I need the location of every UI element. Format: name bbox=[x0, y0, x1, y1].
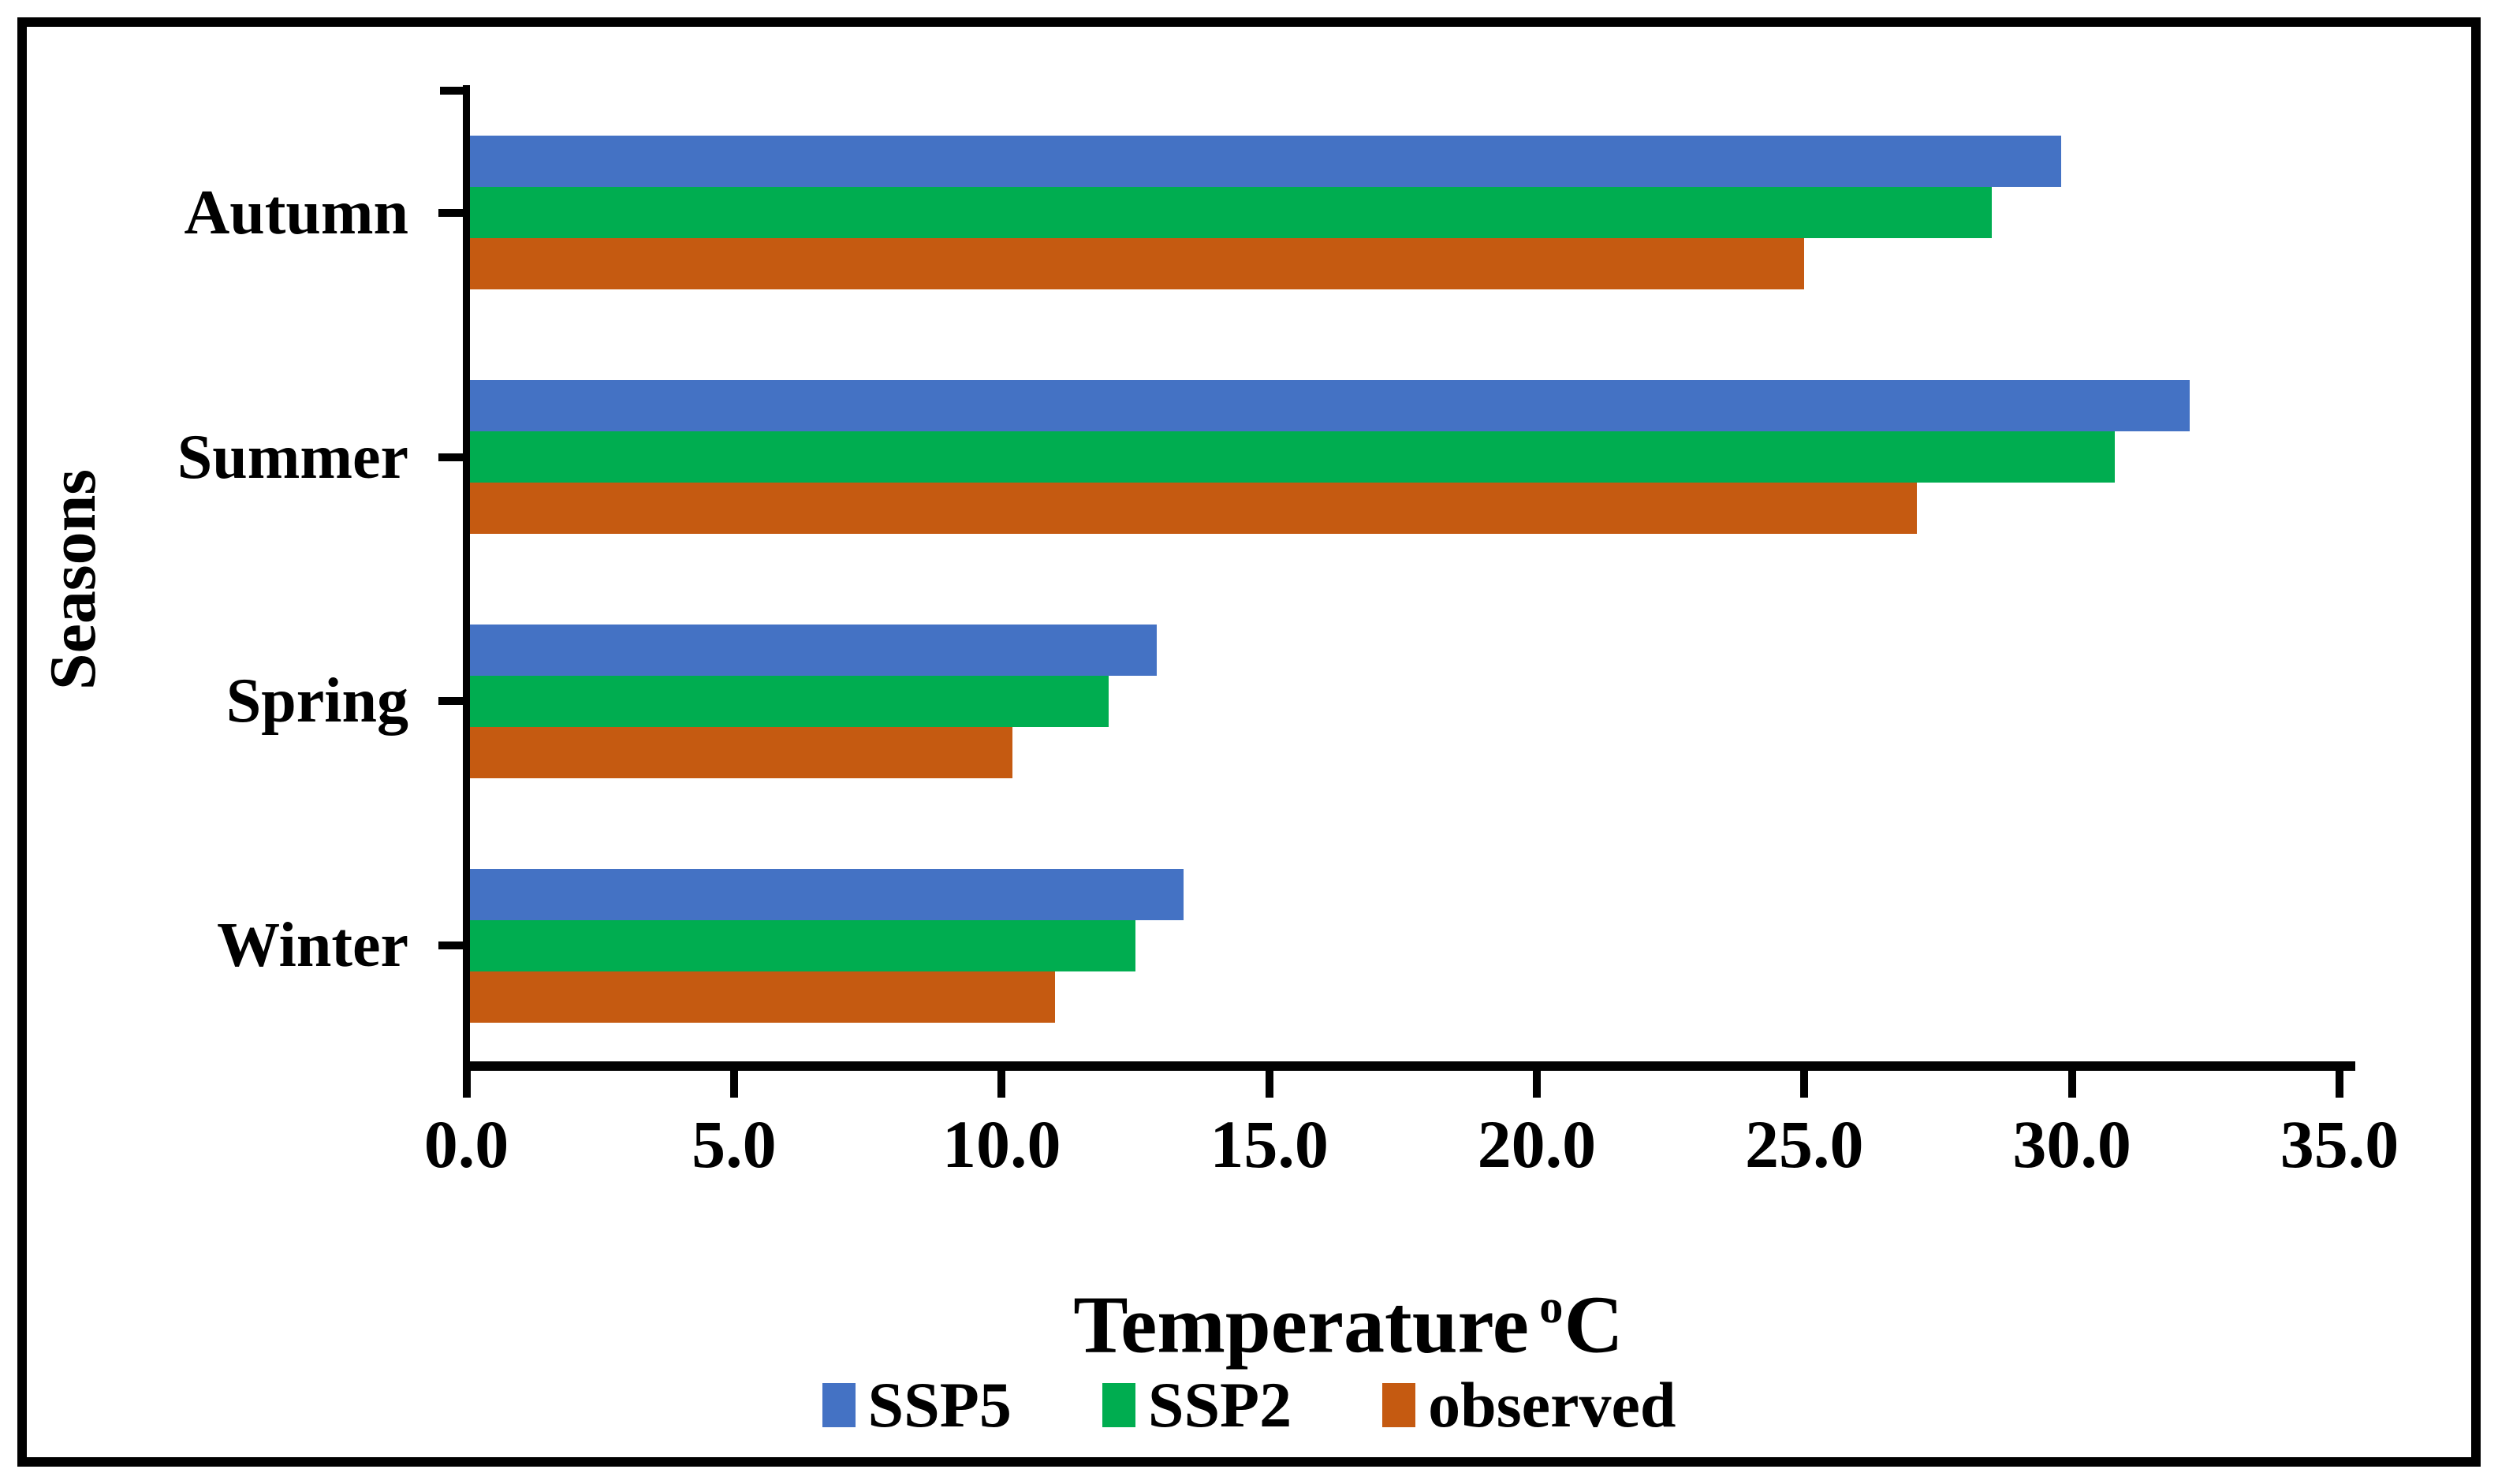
legend-swatch-ssp2 bbox=[1102, 1383, 1135, 1427]
x-tick-30.0 bbox=[2067, 1066, 2076, 1098]
legend-swatch-ssp5 bbox=[822, 1383, 856, 1427]
legend-item-ssp5: SSP5 bbox=[822, 1373, 1012, 1437]
x-tick-label-15.0: 15.0 bbox=[1210, 1106, 1329, 1182]
x-tick-5.0 bbox=[729, 1066, 738, 1098]
x-tick-35.0 bbox=[2336, 1066, 2343, 1098]
x-tick-label-5.0: 5.0 bbox=[692, 1106, 777, 1182]
y-axis-top-cap-tick bbox=[440, 87, 470, 95]
bar-autumn-observed bbox=[470, 238, 1805, 290]
degree-superscript: o bbox=[1539, 1281, 1564, 1333]
legend-item-observed: observed bbox=[1382, 1373, 1676, 1437]
x-tick-label-10.0: 10.0 bbox=[941, 1106, 1061, 1182]
bar-autumn-ssp2 bbox=[470, 187, 1992, 239]
x-tick-label-30.0: 30.0 bbox=[2012, 1106, 2131, 1182]
x-tick-20.0 bbox=[1532, 1066, 1541, 1098]
y-axis-title: Seasons bbox=[36, 468, 110, 691]
x-tick-label-25.0: 25.0 bbox=[1745, 1106, 1864, 1182]
chart-border bbox=[17, 17, 2481, 1467]
y-category-label-autumn: Autumn bbox=[184, 177, 408, 248]
x-axis-line bbox=[463, 1061, 2355, 1071]
y-category-label-winter: Winter bbox=[217, 911, 408, 981]
bar-spring-ssp2 bbox=[470, 675, 1109, 727]
legend-swatch-observed bbox=[1382, 1383, 1416, 1427]
bar-autumn-ssp5 bbox=[470, 136, 2062, 188]
x-tick-label-35.0: 35.0 bbox=[2280, 1106, 2399, 1182]
legend-item-ssp2: SSP2 bbox=[1102, 1373, 1292, 1437]
x-tick-25.0 bbox=[1800, 1066, 1809, 1098]
y-tick-autumn bbox=[438, 208, 465, 217]
legend-label-observed: observed bbox=[1428, 1369, 1676, 1441]
bar-summer-ssp2 bbox=[470, 431, 2115, 483]
bar-spring-ssp5 bbox=[470, 624, 1158, 676]
y-category-label-spring: Spring bbox=[226, 666, 408, 736]
x-tick-label-0.0: 0.0 bbox=[423, 1106, 509, 1182]
x-axis-title-text: Temperature bbox=[1073, 1279, 1529, 1370]
legend: SSP5 SSP2 observed bbox=[0, 1361, 2498, 1449]
x-tick-label-20.0: 20.0 bbox=[1477, 1106, 1597, 1182]
bar-spring-observed bbox=[470, 726, 1012, 778]
y-tick-spring bbox=[438, 697, 465, 706]
bar-summer-ssp5 bbox=[470, 380, 2190, 432]
x-tick-15.0 bbox=[1265, 1066, 1273, 1098]
legend-label-ssp2: SSP2 bbox=[1147, 1369, 1292, 1441]
bar-winter-observed bbox=[470, 971, 1056, 1023]
bar-summer-observed bbox=[470, 483, 1917, 535]
x-axis-title-unit: C bbox=[1564, 1279, 1624, 1370]
x-tick-0.0 bbox=[462, 1066, 471, 1098]
y-category-label-summer: Summer bbox=[177, 422, 408, 492]
bar-winter-ssp2 bbox=[470, 919, 1135, 971]
y-tick-summer bbox=[438, 453, 465, 461]
x-axis-title: Temperature oC bbox=[560, 1258, 2137, 1370]
y-tick-winter bbox=[438, 941, 465, 950]
x-tick-10.0 bbox=[997, 1066, 1006, 1098]
bar-winter-ssp5 bbox=[470, 868, 1184, 920]
legend-label-ssp5: SSP5 bbox=[867, 1369, 1012, 1441]
y-axis-line bbox=[463, 85, 470, 1071]
